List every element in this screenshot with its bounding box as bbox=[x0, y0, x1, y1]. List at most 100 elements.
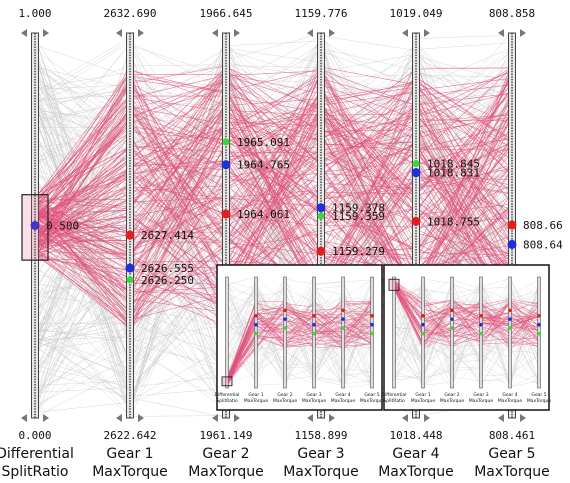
selected-line bbox=[34, 68, 513, 260]
inset-data-point bbox=[421, 322, 425, 327]
axis-title-line1: Differential bbox=[0, 446, 74, 462]
selected-line bbox=[34, 66, 513, 284]
axis-handle-icon[interactable] bbox=[234, 414, 240, 422]
selected-line bbox=[34, 87, 513, 279]
selected-line bbox=[34, 121, 513, 332]
axis: 1966.645 1961.149 Gear 2 MaxTorque bbox=[188, 7, 264, 480]
inset-axis-title-line1: Gear 4 bbox=[502, 392, 517, 398]
selected-line bbox=[34, 74, 513, 203]
axis-handle-icon[interactable] bbox=[498, 29, 504, 37]
inset-unselected-line bbox=[226, 287, 373, 389]
axis-handle-icon[interactable] bbox=[424, 29, 430, 37]
axis-handle-icon[interactable] bbox=[138, 414, 144, 422]
selected-line bbox=[34, 100, 513, 291]
axis-handle-icon[interactable] bbox=[329, 414, 335, 422]
axis-title-line1: Gear 4 bbox=[392, 446, 439, 462]
axis-handle-icon[interactable] bbox=[21, 29, 27, 37]
data-point[interactable] bbox=[125, 230, 135, 240]
selected-line bbox=[34, 64, 513, 293]
data-point[interactable] bbox=[125, 263, 135, 273]
data-point[interactable] bbox=[126, 276, 134, 284]
inset-selected-line bbox=[393, 281, 540, 327]
inset-axis-title-line1: Gear 2 bbox=[277, 392, 292, 398]
selected-line bbox=[34, 108, 513, 302]
data-point[interactable] bbox=[507, 220, 517, 230]
axis-min-label: 1018.448 bbox=[390, 429, 443, 442]
data-point-label: 1159.279 bbox=[332, 245, 385, 258]
inset-data-point bbox=[254, 314, 258, 318]
selected-line bbox=[34, 84, 513, 220]
axis-handle-icon[interactable] bbox=[520, 414, 526, 422]
inset-unselected-line bbox=[393, 285, 540, 382]
inset-unselected-line bbox=[393, 282, 540, 374]
axis-handle-icon[interactable] bbox=[424, 414, 430, 422]
inset-data-point bbox=[341, 317, 345, 321]
inset-selected-line bbox=[393, 280, 540, 339]
selected-line bbox=[34, 100, 513, 297]
inset-data-point bbox=[421, 331, 425, 336]
selected-line bbox=[34, 66, 513, 308]
inset-brush[interactable] bbox=[221, 376, 233, 387]
selected-line bbox=[34, 161, 513, 272]
selected-line bbox=[34, 69, 513, 317]
axis-handle-icon[interactable] bbox=[402, 29, 408, 37]
axis-handle-icon[interactable] bbox=[43, 414, 49, 422]
inset-data-point bbox=[312, 331, 316, 336]
axis-handle-icon[interactable] bbox=[234, 29, 240, 37]
inset-brush[interactable] bbox=[388, 278, 400, 291]
axis-handle-icon[interactable] bbox=[498, 414, 504, 422]
data-point-label: 1018.831 bbox=[427, 167, 480, 180]
axis-handle-icon[interactable] bbox=[307, 414, 313, 422]
axis-handle-icon[interactable] bbox=[116, 414, 122, 422]
inset-selected-line bbox=[393, 284, 540, 331]
axis-handle-icon[interactable] bbox=[21, 414, 27, 422]
unselected-line bbox=[34, 51, 513, 404]
data-point[interactable] bbox=[412, 160, 420, 168]
axis-handle-icon[interactable] bbox=[329, 29, 335, 37]
inset-data-point bbox=[370, 314, 374, 318]
inset-unselected-line bbox=[393, 280, 540, 389]
data-point[interactable] bbox=[221, 209, 231, 219]
selected-line bbox=[34, 138, 513, 306]
inset-axis-title-line2: MaxTorque bbox=[302, 398, 327, 404]
inset-unselected-line bbox=[393, 276, 540, 360]
inset-axis bbox=[392, 276, 396, 389]
inset-axis-title-line2: MaxTorque bbox=[440, 398, 465, 404]
axis-handle-icon[interactable] bbox=[307, 29, 313, 37]
axis-handle-icon[interactable] bbox=[212, 29, 218, 37]
inset-data-point bbox=[537, 314, 541, 318]
axis-handle-icon[interactable] bbox=[520, 29, 526, 37]
inset-data-point bbox=[508, 308, 512, 313]
inset-unselected-line bbox=[393, 283, 540, 362]
data-point[interactable] bbox=[222, 138, 230, 146]
selected-line bbox=[34, 84, 513, 286]
inset-data-point bbox=[450, 308, 454, 313]
inset-data-point bbox=[341, 326, 345, 330]
inset-data-point bbox=[254, 322, 258, 327]
data-point[interactable] bbox=[30, 221, 40, 230]
inset-axis-title-line1: Differential bbox=[215, 392, 240, 398]
inset-unselected-line bbox=[393, 278, 540, 360]
inset-selected-line bbox=[226, 313, 373, 383]
data-point[interactable] bbox=[411, 168, 421, 178]
axis-max-label: 1019.049 bbox=[390, 7, 443, 20]
axis-handle-icon[interactable] bbox=[138, 29, 144, 37]
axis-brush[interactable] bbox=[21, 194, 49, 261]
data-point[interactable] bbox=[316, 246, 326, 256]
axis-handle-icon[interactable] bbox=[402, 414, 408, 422]
inset-selected-line bbox=[226, 308, 373, 386]
data-point-label: 1964.765 bbox=[237, 159, 290, 172]
data-point[interactable] bbox=[317, 212, 325, 220]
axis-handle-icon[interactable] bbox=[43, 29, 49, 37]
inset-selected-line bbox=[393, 289, 540, 339]
inset-unselected-line bbox=[393, 309, 540, 381]
data-point[interactable] bbox=[221, 160, 231, 170]
axis-handle-icon[interactable] bbox=[116, 29, 122, 37]
data-point[interactable] bbox=[507, 239, 517, 249]
selected-line bbox=[34, 78, 513, 299]
data-point[interactable] bbox=[316, 203, 326, 213]
axis-handle-icon[interactable] bbox=[212, 414, 218, 422]
data-point[interactable] bbox=[411, 216, 421, 226]
inset-axis-title-line2: MaxTorque bbox=[469, 398, 494, 404]
